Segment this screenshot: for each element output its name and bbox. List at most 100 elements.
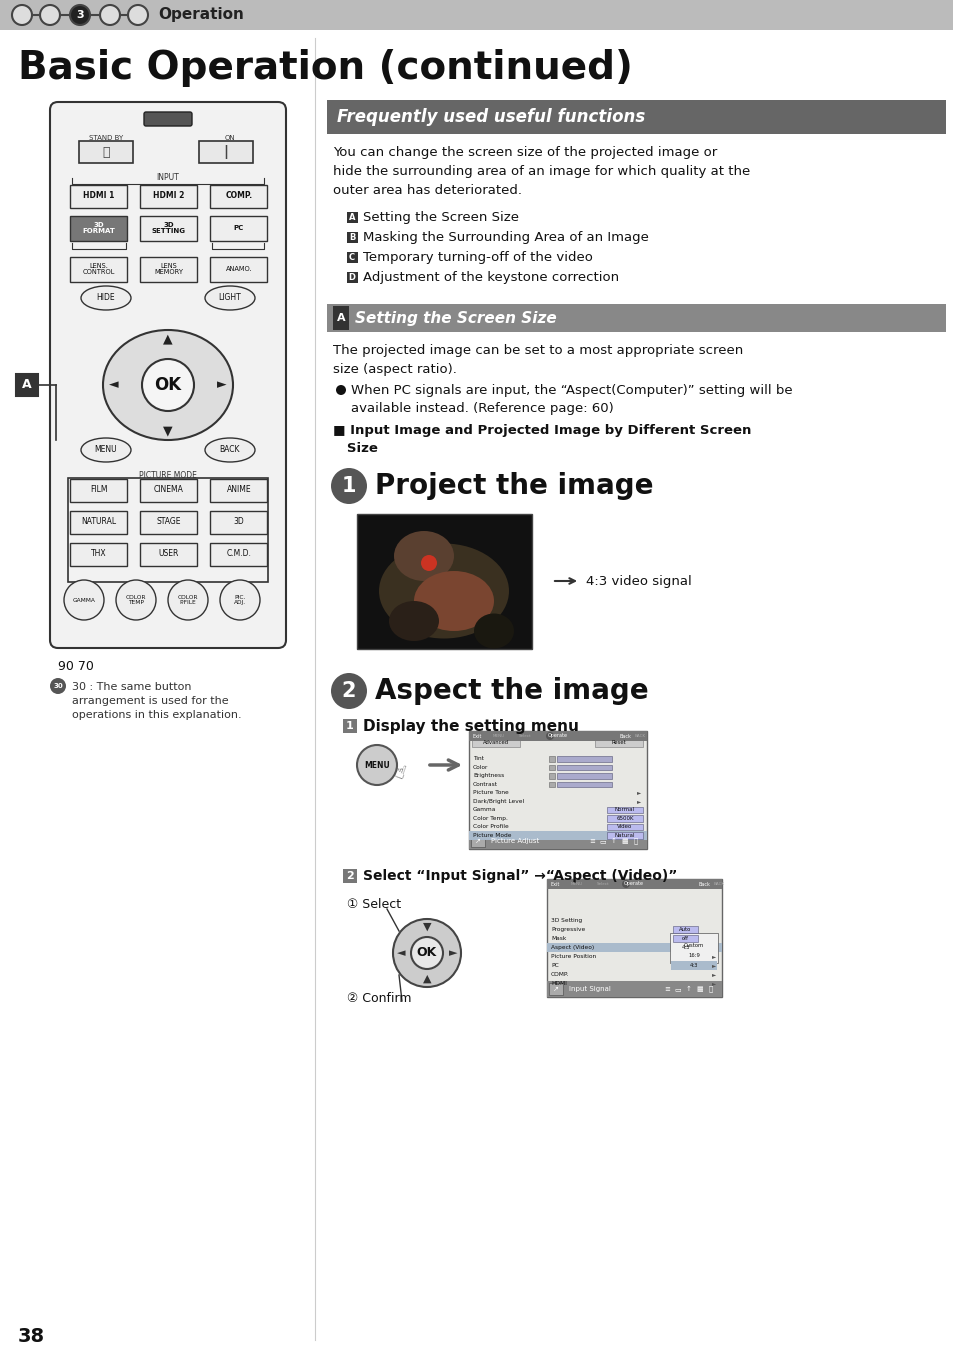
Bar <box>672 944 698 951</box>
Text: HDMI 1: HDMI 1 <box>83 191 114 201</box>
Text: PC: PC <box>551 963 558 968</box>
Circle shape <box>356 744 396 785</box>
Text: Video: Video <box>617 824 632 830</box>
Text: Reset: Reset <box>611 740 626 746</box>
Text: Basic Operation (continued): Basic Operation (continued) <box>18 49 632 87</box>
Text: Back: Back <box>698 881 709 887</box>
Text: 6500K: 6500K <box>616 816 633 820</box>
Circle shape <box>393 919 460 987</box>
Text: ≡: ≡ <box>588 838 595 843</box>
Ellipse shape <box>389 601 438 641</box>
Text: HDMI: HDMI <box>551 980 566 986</box>
Text: ◄: ◄ <box>396 948 405 957</box>
Text: ►: ► <box>711 955 716 959</box>
Text: MENU: MENU <box>571 881 582 885</box>
Text: 2: 2 <box>341 681 355 701</box>
Text: ■ Input Image and Projected Image by Different Screen: ■ Input Image and Projected Image by Dif… <box>333 424 751 437</box>
Text: Temporary turning-off of the video: Temporary turning-off of the video <box>363 251 592 263</box>
Bar <box>0 0 953 30</box>
FancyBboxPatch shape <box>71 184 128 207</box>
Text: Gamma: Gamma <box>473 807 496 812</box>
Bar <box>333 306 349 330</box>
Text: ⏻: ⏻ <box>102 145 110 159</box>
Text: ☝: ☝ <box>390 762 407 784</box>
Circle shape <box>100 5 120 24</box>
Circle shape <box>335 385 346 395</box>
Text: Operate: Operate <box>547 734 567 739</box>
Text: ►: ► <box>711 972 716 978</box>
Ellipse shape <box>81 438 131 462</box>
Text: HDMI 2: HDMI 2 <box>153 191 185 201</box>
Text: Setting the Screen Size: Setting the Screen Size <box>363 210 518 224</box>
Text: The projected image can be set to a most appropriate screen
size (aspect ratio).: The projected image can be set to a most… <box>333 344 742 376</box>
Ellipse shape <box>414 571 494 631</box>
Text: Picture Position: Picture Position <box>551 955 596 959</box>
Text: BACK: BACK <box>635 734 645 738</box>
Bar <box>548 781 555 786</box>
Text: MENU: MENU <box>493 734 504 738</box>
Text: OK: OK <box>154 376 181 395</box>
Ellipse shape <box>103 330 233 439</box>
Text: 3D
SETTING: 3D SETTING <box>152 222 186 235</box>
Bar <box>546 980 721 997</box>
Text: Auto: Auto <box>679 928 691 932</box>
Text: ▭: ▭ <box>599 838 606 843</box>
Text: ▼: ▼ <box>422 922 431 932</box>
Text: Masking the Surrounding Area of an Image: Masking the Surrounding Area of an Image <box>363 231 648 244</box>
Text: THX: THX <box>91 549 107 559</box>
Bar <box>347 232 357 243</box>
FancyBboxPatch shape <box>199 141 253 163</box>
Text: B: B <box>349 232 355 241</box>
Circle shape <box>50 678 66 694</box>
Text: Operate: Operate <box>623 881 643 887</box>
Bar <box>469 831 646 839</box>
Text: NATURAL: NATURAL <box>81 518 116 526</box>
Circle shape <box>40 5 60 24</box>
Circle shape <box>128 5 148 24</box>
Text: ►: ► <box>637 791 640 795</box>
Text: 4:3 video signal: 4:3 video signal <box>585 575 691 587</box>
Bar <box>469 833 646 849</box>
FancyBboxPatch shape <box>140 216 197 240</box>
Text: Frequently used useful functions: Frequently used useful functions <box>336 108 644 126</box>
Ellipse shape <box>474 613 514 648</box>
Text: FILM: FILM <box>91 485 108 495</box>
FancyBboxPatch shape <box>140 256 197 282</box>
Text: 4:3: 4:3 <box>680 945 689 951</box>
Text: COMP.: COMP. <box>225 191 253 201</box>
Text: ⓘ: ⓘ <box>633 838 638 845</box>
Text: 30: 30 <box>53 683 63 689</box>
Text: 38: 38 <box>18 1326 45 1345</box>
Circle shape <box>420 555 436 571</box>
FancyBboxPatch shape <box>140 542 197 565</box>
Text: PICTURE MODE: PICTURE MODE <box>139 472 196 480</box>
Text: Size: Size <box>333 442 377 456</box>
Text: 3: 3 <box>76 9 84 20</box>
Text: 3D
FORMAT: 3D FORMAT <box>83 222 115 235</box>
Text: Back: Back <box>618 734 630 739</box>
Bar <box>68 479 268 582</box>
Text: 4:3: 4:3 <box>689 963 698 968</box>
Text: ►: ► <box>637 799 640 804</box>
Text: ►: ► <box>217 378 227 392</box>
Text: 3D: 3D <box>233 518 244 526</box>
Text: LIGHT: LIGHT <box>218 293 241 302</box>
Text: Color: Color <box>473 765 488 770</box>
Circle shape <box>116 580 156 620</box>
Bar <box>343 869 356 883</box>
FancyBboxPatch shape <box>16 374 38 396</box>
Text: COLOR
TEMP: COLOR TEMP <box>126 595 146 605</box>
Bar <box>606 833 642 838</box>
Text: PIC.
ADJ.: PIC. ADJ. <box>233 595 246 605</box>
Text: STAND BY: STAND BY <box>89 136 123 141</box>
Text: 30 : The same button
arrangement is used for the
operations in this explanation.: 30 : The same button arrangement is used… <box>71 682 241 720</box>
Bar <box>557 781 612 786</box>
Text: ▦: ▦ <box>621 838 628 843</box>
Text: STAGE: STAGE <box>156 518 181 526</box>
Text: Exit: Exit <box>473 734 482 739</box>
Text: OK: OK <box>416 946 436 960</box>
Text: Setting the Screen Size: Setting the Screen Size <box>355 311 557 325</box>
Text: ↗: ↗ <box>475 838 480 843</box>
Text: CINEMA: CINEMA <box>153 485 184 495</box>
Bar <box>343 719 356 734</box>
